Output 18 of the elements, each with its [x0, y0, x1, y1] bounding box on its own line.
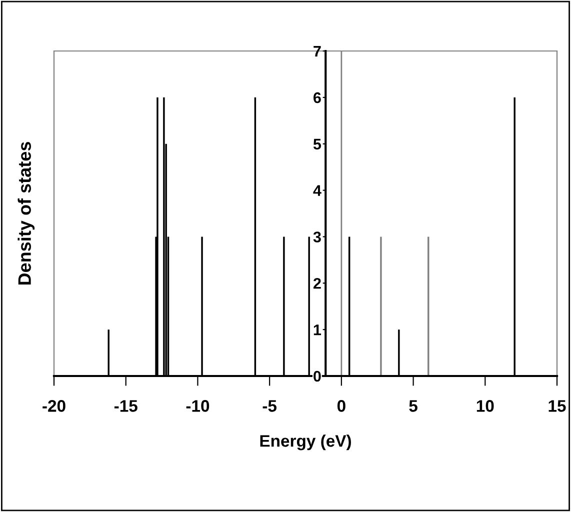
x-tick-label: 5: [409, 400, 418, 412]
x-tick-label: -10: [186, 400, 210, 412]
x-tick-label: 15: [548, 400, 566, 412]
x-tick-label: -15: [114, 400, 138, 412]
x-tick-label: 0: [337, 400, 346, 412]
x-axis-title: Energy (eV): [260, 434, 351, 450]
x-tick-label: 10: [476, 400, 494, 412]
x-tick-label: -5: [262, 400, 277, 412]
y-tick-label: 4: [313, 185, 322, 196]
y-tick-label: 1: [314, 324, 322, 336]
y-tick-label: 6: [314, 92, 321, 104]
y-tick-label: 2: [313, 278, 321, 289]
y-tick-label: 0: [314, 370, 321, 382]
y-tick-label: 7: [314, 46, 321, 57]
y-tick-label: 3: [313, 232, 321, 242]
y-tick-label: 5: [313, 138, 322, 150]
y-axis-title: Density of states: [18, 142, 35, 285]
x-tick-label: -20: [42, 400, 66, 412]
